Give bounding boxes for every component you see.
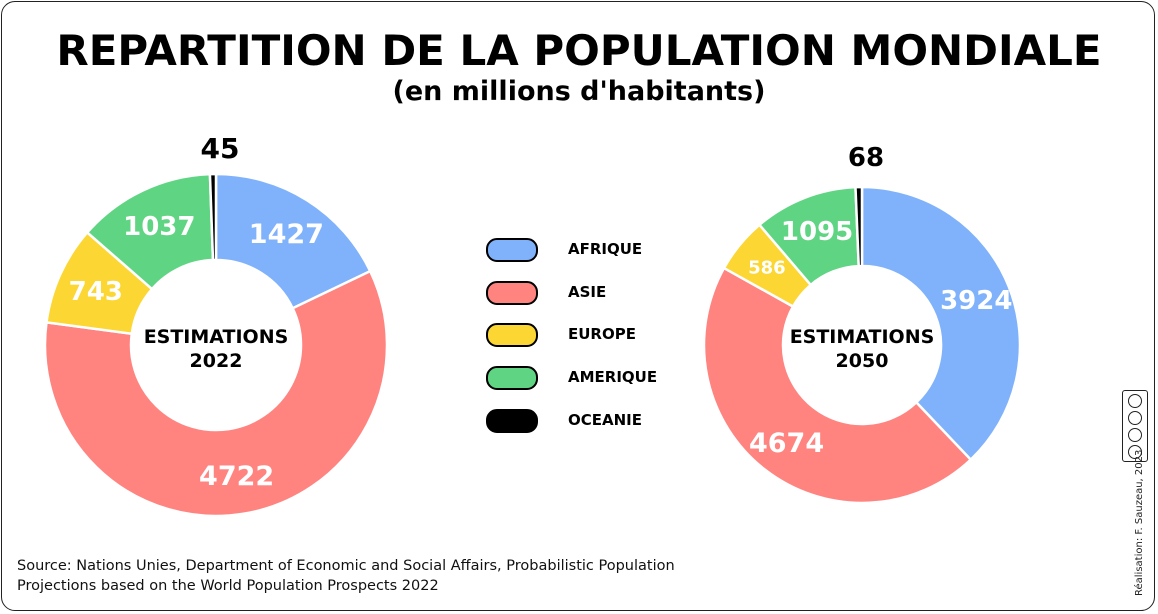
creative-commons-by-nc-sa-icon [1122,390,1148,462]
value-label-asie: 4674 [749,428,824,459]
center-label-title: ESTIMATIONS [144,326,289,348]
value-label-afrique: 1427 [249,219,324,250]
center-label-title: ESTIMATIONS [790,326,935,348]
legend-label-oceanie: OCEANIE [568,411,642,429]
chart-subtitle: (en millions d'habitants) [392,76,766,107]
legend-label-europe: EUROPE [568,325,636,343]
slice-asie [43,269,389,518]
value-label-amerique: 1037 [123,212,195,242]
source-note: Source: Nations Unies, Department of Eco… [17,558,675,594]
legend-label-afrique: AFRIQUE [568,240,643,258]
legend-swatch-amerique [486,366,538,390]
author-credit: Réalisation: F. Sauzeau, 2023 [1134,449,1145,596]
value-label-asie: 4722 [199,461,274,492]
value-label-europe: 743 [69,277,123,307]
legend-label-asie: ASIE [568,283,607,301]
slice-afrique [214,172,372,310]
legend-swatch-asie [486,281,538,305]
slice-oceanie [854,185,864,268]
value-label-afrique: 3924 [940,286,1012,316]
legend-item-amerique: AMERIQUE [486,364,706,392]
value-label-europe: 586 [748,258,786,279]
value-label-oceanie: 45 [201,132,240,165]
legend-item-europe: EUROPE [486,321,706,349]
legend-swatch-afrique [486,238,538,262]
legend-swatch-oceanie [486,409,538,433]
center-label-year: 2022 [190,350,243,372]
legend-label-amerique: AMERIQUE [568,368,658,386]
legend-item-asie: ASIE [486,279,706,307]
legend-swatch-europe [486,323,538,347]
legend-item-oceanie: OCEANIE [486,407,706,435]
slice-oceanie [208,172,218,262]
chart-title: REPARTITION DE LA POPULATION MONDIALE [56,26,1102,75]
slice-afrique [860,185,1022,462]
slice-asie [702,266,973,505]
value-label-oceanie: 68 [848,143,884,173]
center-label-year: 2050 [836,350,889,372]
legend-item-afrique: AFRIQUE [486,236,706,264]
value-label-amerique: 1095 [781,217,853,247]
